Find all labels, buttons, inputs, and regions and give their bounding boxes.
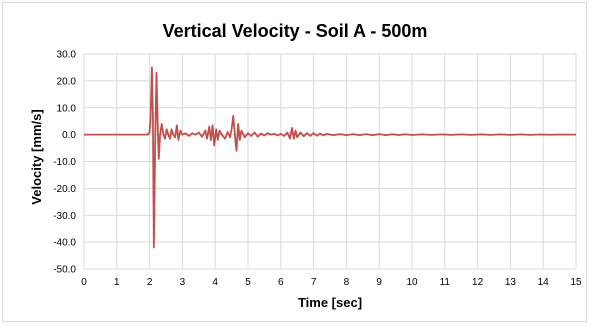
x-tick-label: 15 [570,277,582,288]
y-tick-label: -20.0 [53,184,76,195]
x-tick-label: 7 [311,277,317,288]
x-tick-label: 4 [212,277,218,288]
series-layer [84,66,577,249]
x-tick-label: 0 [81,277,87,288]
y-tick-label: -30.0 [53,211,76,222]
y-tick-label: 0.0 [62,130,76,141]
x-axis-title: Time [sec] [298,295,362,310]
y-axis-ticks: 30.0 20.0 10.0 0.0 -10.0 -20.0 -30.0 -40.0 -50.0 [53,50,76,276]
velocity-series-line [84,66,577,249]
x-tick-label: 9 [376,277,382,288]
x-tick-label: 8 [344,277,350,288]
y-tick-label: -50.0 [53,265,76,276]
y-tick-label: 10.0 [57,103,77,114]
x-tick-label: 2 [147,277,153,288]
grid-lines [83,53,577,270]
chart-frame: Vertical Velocity - Soil A - 500m 30.0 20… [2,2,587,322]
y-tick-label: -40.0 [53,238,76,249]
x-tick-label: 10 [406,277,418,288]
x-tick-label: 13 [505,277,517,288]
velocity-chart: Vertical Velocity - Soil A - 500m 30.020… [29,21,582,310]
y-tick-label: -10.0 [53,157,76,168]
x-axis-ticks: 0 1 2 3 4 5 6 7 8 9 10 11 12 13 14 15 [81,277,582,288]
x-tick-label: 5 [245,277,251,288]
x-tick-label: 3 [180,277,186,288]
x-tick-label: 6 [278,277,284,288]
x-tick-label: 14 [538,277,550,288]
x-tick-label: 11 [440,277,451,288]
y-axis-title: Velocity [mm/s] [29,109,44,204]
y-tick-label: 20.0 [57,76,77,87]
chart-title: Vertical Velocity - Soil A - 500m [163,21,428,41]
x-tick-label: 1 [114,277,120,288]
y-tick-label: 30.0 [57,50,77,61]
plot-area-border [83,53,577,270]
x-tick-label: 12 [472,277,484,288]
